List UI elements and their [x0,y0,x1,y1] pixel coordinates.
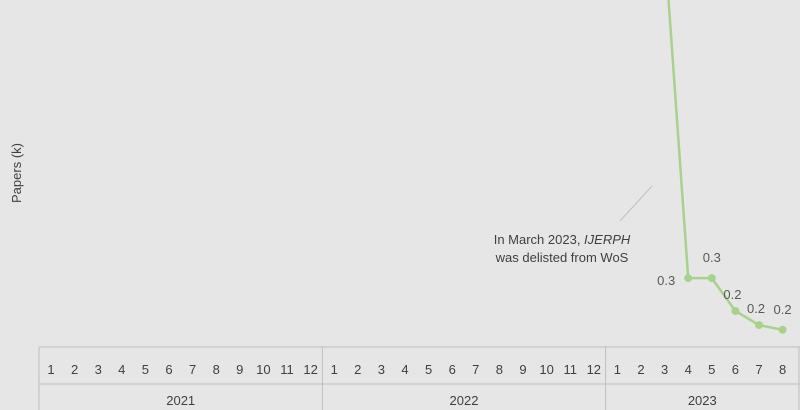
data-label: 0.2 [723,287,741,302]
series-line [667,0,783,332]
annotation-text-prefix: In March 2023, [494,232,584,247]
x-tick-label: 5 [708,362,715,377]
data-point [778,325,787,334]
x-tick-label: 11 [280,362,294,377]
x-tick-label: 3 [661,362,668,377]
x-tick-label: 1 [614,362,621,377]
data-label: 0.2 [774,302,792,317]
x-tick-label: 9 [236,362,243,377]
x-tick-label: 2 [71,362,78,377]
x-tick-label: 8 [496,362,503,377]
data-point [755,321,763,330]
annotation-text-line-2: was delisted from WoS [495,250,629,265]
x-tick-label: 10 [256,362,270,377]
data-point [731,307,740,315]
x-tick-label: 2 [354,362,361,377]
x-tick-label: 3 [378,362,385,377]
x-tick-label: 6 [449,362,456,377]
data-label: 0.3 [657,273,675,288]
annotation: In March 2023, IJERPH was delisted from … [494,185,653,265]
data-label: 0.3 [703,250,721,265]
x-tick-label: 5 [142,362,149,377]
annotation-journal-name: IJERPH [584,232,631,247]
x-tick-label: 1 [47,362,54,377]
x-tick-label: 12 [303,362,317,377]
x-tick-label: 3 [95,362,102,377]
x-group-label: 2023 [688,393,717,408]
annotation-text: In March 2023, IJERPH [494,232,631,247]
x-tick-label: 7 [189,362,196,377]
x-tick-label: 1 [331,362,338,377]
x-tick-label: 12 [587,362,601,377]
data-point [707,274,716,283]
x-tick-label: 2 [637,362,644,377]
x-tick-label: 6 [732,362,739,377]
data-point [684,274,693,283]
x-tick-label: 7 [755,362,762,377]
x-tick-label: 6 [165,362,172,377]
x-group-label: 2022 [450,393,479,408]
x-tick-label: 4 [118,362,125,377]
annotation-leader-line [619,185,653,222]
x-tick-label: 4 [401,362,408,377]
data-label: 0.2 [747,301,765,316]
x-tick-label: 9 [519,362,526,377]
x-tick-label: 5 [425,362,432,377]
x-tick-label: 8 [213,362,220,377]
x-tick-label: 7 [472,362,479,377]
y-axis-label: Papers (k) [9,143,24,203]
x-tick-label: 4 [685,362,692,377]
x-tick-label: 8 [779,362,786,377]
x-tick-label: 10 [539,362,553,377]
x-group-label: 2021 [166,393,195,408]
plot-area: 1.01.11.31.21.11.11.11.11.11.11.21.21.21… [657,0,792,334]
x-tick-label: 11 [563,362,577,377]
